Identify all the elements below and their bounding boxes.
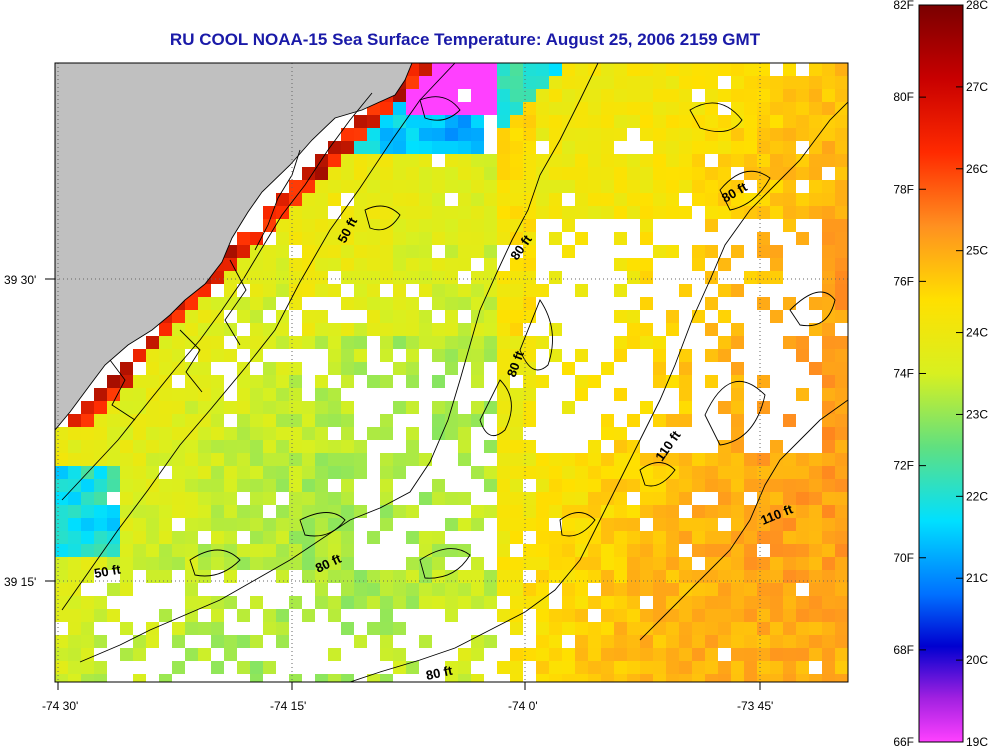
depth-label: 80 ft (425, 663, 455, 683)
tick-marks (45, 278, 761, 690)
lon-tick-label: -74 15' (270, 699, 306, 713)
colorbar-f-label: 68F (893, 643, 914, 657)
colorbar-f-label: 76F (893, 274, 914, 288)
sst-field (55, 63, 848, 682)
colorbar-f-label: 72F (893, 459, 914, 473)
colorbar-f-label: 70F (893, 551, 914, 565)
colorbar-c-label: 26C (966, 162, 988, 176)
lon-tick-label: -74 30' (42, 699, 78, 713)
lat-tick-label: 39 15' (4, 575, 36, 589)
depth-label: 50 ft (93, 561, 123, 581)
map-title: RU COOL NOAA-15 Sea Surface Temperature:… (169, 30, 761, 49)
colorbar-c-label: 23C (966, 407, 988, 421)
colorbar-f-label: 66F (893, 735, 914, 749)
lat-tick-label: 39 30' (4, 273, 36, 287)
colorbar-c-label: 19C (966, 735, 988, 749)
colorbar-f-label: 80F (893, 90, 914, 104)
colorbar-gradient (918, 4, 964, 743)
colorbar-c-label: 22C (966, 489, 988, 503)
colorbar-c-label: 28C (966, 0, 988, 12)
colorbar (918, 4, 964, 743)
colorbar-c-label: 21C (966, 571, 988, 585)
colorbar-c-label: 24C (966, 326, 988, 340)
colorbar-c-label: 27C (966, 80, 988, 94)
colorbar-f-label: 74F (893, 367, 914, 381)
land-mass (55, 63, 412, 430)
bathymetry-contours (61, 63, 848, 682)
colorbar-c-label: 20C (966, 653, 988, 667)
coastline (55, 63, 413, 501)
lon-tick-label: -74 0' (508, 699, 538, 713)
colorbar-f-label: 82F (893, 0, 914, 12)
graticule (55, 63, 848, 682)
map-frame (54, 62, 849, 683)
colorbar-labels: 82F 80F 78F 76F 74F 72F 70F 68F 66F 28C 27C 26C 25C 2… (893, 0, 988, 749)
lon-tick-label: -73 45' (737, 699, 773, 713)
colorbar-c-label: 25C (966, 244, 988, 258)
colorbar-f-label: 78F (893, 182, 914, 196)
